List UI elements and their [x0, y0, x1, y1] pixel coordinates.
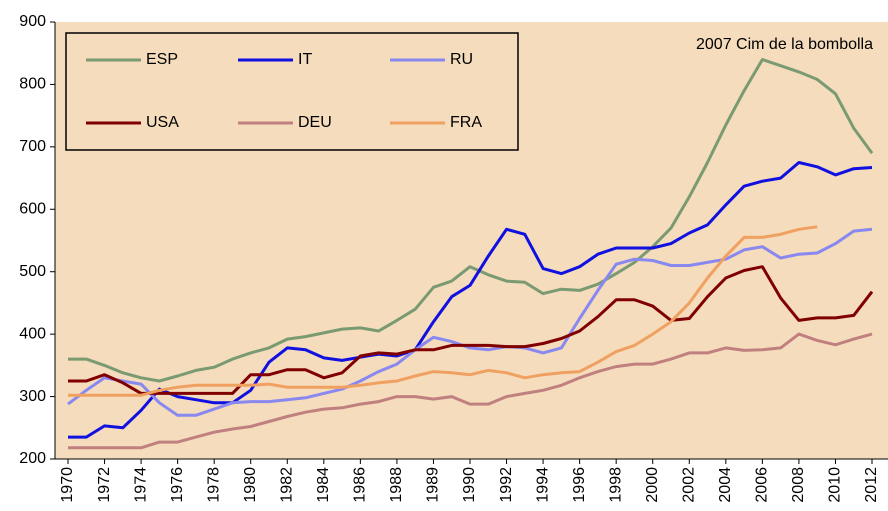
series-line — [68, 58, 874, 383]
x-tick-label: 1976 — [169, 467, 186, 503]
x-tick-label: 2000 — [644, 467, 661, 503]
x-tick-label: 2002 — [680, 467, 697, 503]
x-tick-label: 1980 — [242, 467, 259, 503]
y-tick-label: 800 — [19, 76, 46, 93]
x-tick-label: 1982 — [278, 467, 295, 503]
x-tick-label: 1998 — [607, 467, 624, 503]
x-tick-label: 1974 — [132, 467, 149, 503]
annotation: 2007 Cim de la bombolla — [696, 36, 873, 53]
x-tick-label: 1970 — [59, 467, 76, 503]
x-tick-label: 1978 — [205, 467, 222, 503]
legend-label: ESP — [146, 51, 178, 68]
x-tick-label: 1990 — [461, 467, 478, 503]
series-line — [68, 265, 874, 395]
series-line — [67, 227, 873, 417]
legend-box — [65, 32, 519, 151]
series-line — [68, 161, 873, 439]
x-tick-label: 2010 — [827, 467, 844, 503]
x-tick-label: 2006 — [754, 467, 771, 503]
x-tick-label: 1989 — [425, 467, 442, 503]
series-line — [68, 332, 873, 450]
legend-label: FRA — [450, 114, 482, 131]
x-tick-label: 1986 — [352, 467, 369, 503]
legend-label: RU — [450, 51, 473, 68]
y-tick-label: 300 — [19, 388, 46, 405]
x-tick-label: 1994 — [534, 467, 551, 503]
legend-label: USA — [146, 114, 179, 131]
x-tick-label: 2004 — [717, 467, 734, 503]
y-tick-label: 700 — [19, 138, 46, 155]
y-tick-label: 400 — [19, 325, 46, 342]
legend-label: DEU — [298, 114, 332, 131]
x-tick-label: 1972 — [96, 467, 113, 503]
x-tick-label: 1996 — [571, 467, 588, 503]
x-tick-label: 1988 — [388, 467, 405, 503]
y-tick-label: 200 — [19, 450, 46, 467]
series-line — [68, 225, 818, 397]
x-tick-label: 1992 — [498, 467, 515, 503]
y-tick-label: 600 — [19, 201, 46, 218]
x-tick-label: 1984 — [315, 467, 332, 503]
y-tick-label: 500 — [19, 263, 46, 280]
x-tick-label: 2008 — [790, 467, 807, 503]
legend-label: IT — [298, 51, 312, 68]
y-tick-label: 900 — [19, 13, 46, 30]
x-tick-label: 2012 — [863, 467, 880, 503]
